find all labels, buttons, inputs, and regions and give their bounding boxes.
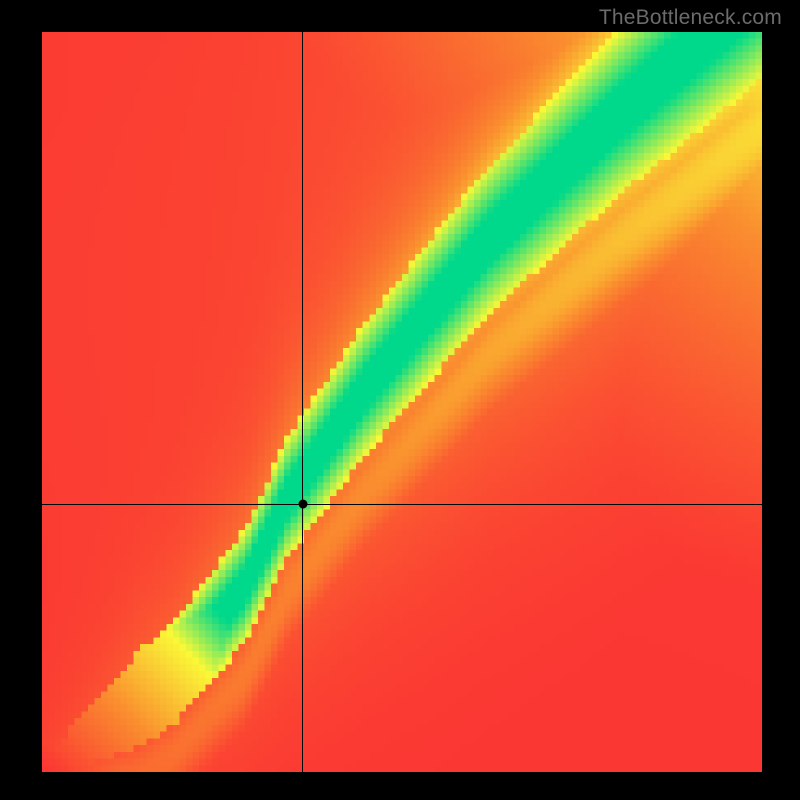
chart-container: TheBottleneck.com bbox=[0, 0, 800, 800]
crosshair-horizontal bbox=[42, 504, 762, 505]
plot-area bbox=[42, 32, 762, 772]
heatmap-canvas bbox=[42, 32, 762, 772]
crosshair-vertical bbox=[302, 32, 303, 772]
watermark-text: TheBottleneck.com bbox=[599, 6, 782, 30]
marker-dot bbox=[298, 500, 307, 509]
